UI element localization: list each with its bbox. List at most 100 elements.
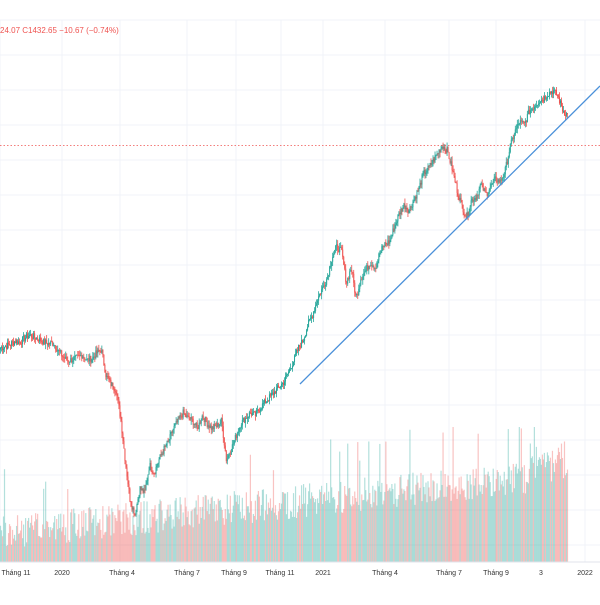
volume-bar xyxy=(470,484,472,562)
volume-bar xyxy=(49,537,51,562)
volume-bar xyxy=(227,509,229,562)
volume-bar xyxy=(219,499,221,562)
candle-body xyxy=(266,400,268,402)
candle-body xyxy=(348,278,350,279)
volume-bar xyxy=(389,487,391,562)
volume-bar xyxy=(328,491,330,562)
volume-bar xyxy=(19,530,22,562)
candle-body xyxy=(384,242,386,247)
candle-body xyxy=(465,216,467,219)
volume-bar xyxy=(23,546,26,562)
volume-bar xyxy=(118,510,120,562)
candle-body xyxy=(363,273,365,277)
candle-body xyxy=(232,443,234,445)
candle-body xyxy=(276,385,278,389)
candle-body xyxy=(304,337,306,341)
volume-bar xyxy=(285,514,288,562)
volume-bar xyxy=(355,498,357,562)
volume-bar xyxy=(159,499,161,562)
volume-bar xyxy=(245,492,247,562)
trendline[interactable] xyxy=(299,85,600,385)
candle-body xyxy=(387,240,389,245)
candle-body xyxy=(115,391,117,394)
candle-body xyxy=(311,316,313,319)
volume-bar xyxy=(466,474,468,562)
candle-body xyxy=(158,459,160,464)
volume-bar xyxy=(235,501,237,562)
volume-bar xyxy=(114,515,116,562)
candle-body xyxy=(272,392,274,395)
volume-bar xyxy=(22,524,25,562)
volume-bar xyxy=(382,504,384,562)
volume-bar xyxy=(305,516,308,562)
volume-bar xyxy=(464,497,466,562)
volume-bar xyxy=(124,532,126,562)
volume-bar xyxy=(101,538,103,562)
candle-body xyxy=(412,201,414,208)
candle-body xyxy=(461,200,463,205)
candle-body xyxy=(308,319,310,328)
volume-bar xyxy=(18,533,21,562)
candle-body xyxy=(184,413,186,415)
candle-body xyxy=(316,303,318,306)
candle-body xyxy=(34,333,36,338)
volume-bar xyxy=(30,522,32,562)
volume-bar xyxy=(469,474,471,562)
volume-bar xyxy=(549,457,552,562)
candle-body xyxy=(426,170,428,173)
candle-body xyxy=(522,121,524,123)
candle-body xyxy=(306,330,308,336)
volume-bar xyxy=(76,535,78,562)
volume-bar xyxy=(401,488,403,562)
candle-body xyxy=(362,276,364,280)
candle-body xyxy=(148,470,150,475)
candle-body xyxy=(31,334,33,338)
volume-bar xyxy=(314,502,316,562)
candle-body xyxy=(147,474,149,482)
volume-bar xyxy=(262,489,265,562)
volume-bar xyxy=(406,486,408,562)
volume-bar xyxy=(346,495,348,562)
candle-body xyxy=(269,394,271,396)
volume-bars xyxy=(0,427,569,562)
x-tick-label: 2022 xyxy=(577,570,593,577)
candle-body xyxy=(70,358,72,363)
candle-body xyxy=(169,434,171,441)
candle-body xyxy=(512,138,514,139)
candle-body xyxy=(228,454,230,456)
candle-body xyxy=(139,486,141,497)
candle-body xyxy=(260,408,262,410)
volume-bar xyxy=(85,513,87,562)
candle-body xyxy=(516,124,518,129)
candle-body xyxy=(98,349,100,351)
volume-bar xyxy=(25,542,28,562)
volume-bar xyxy=(140,502,142,562)
volume-bar xyxy=(168,516,170,562)
candle-body xyxy=(88,358,90,362)
volume-bar xyxy=(36,519,38,562)
volume-bar xyxy=(258,496,261,562)
volume-bar xyxy=(102,506,104,562)
volume-bar xyxy=(383,500,385,562)
volume-bar xyxy=(500,484,502,562)
volume-bar xyxy=(438,497,440,562)
volume-bar xyxy=(241,497,243,562)
volume-bar xyxy=(343,508,345,562)
candle-body xyxy=(282,382,284,386)
candle-body xyxy=(370,265,372,267)
volume-bar xyxy=(455,486,457,562)
volume-bar xyxy=(510,470,512,562)
candle-body xyxy=(515,128,517,130)
candle-body xyxy=(243,417,245,423)
candle-body xyxy=(563,110,565,116)
volume-bar xyxy=(47,521,49,562)
candle-body xyxy=(142,488,144,493)
volume-bar xyxy=(72,524,74,562)
volume-bar xyxy=(408,474,410,562)
volume-bar xyxy=(299,508,302,562)
volume-bar xyxy=(96,525,98,562)
volume-bar xyxy=(12,538,15,562)
volume-bar xyxy=(478,484,480,562)
